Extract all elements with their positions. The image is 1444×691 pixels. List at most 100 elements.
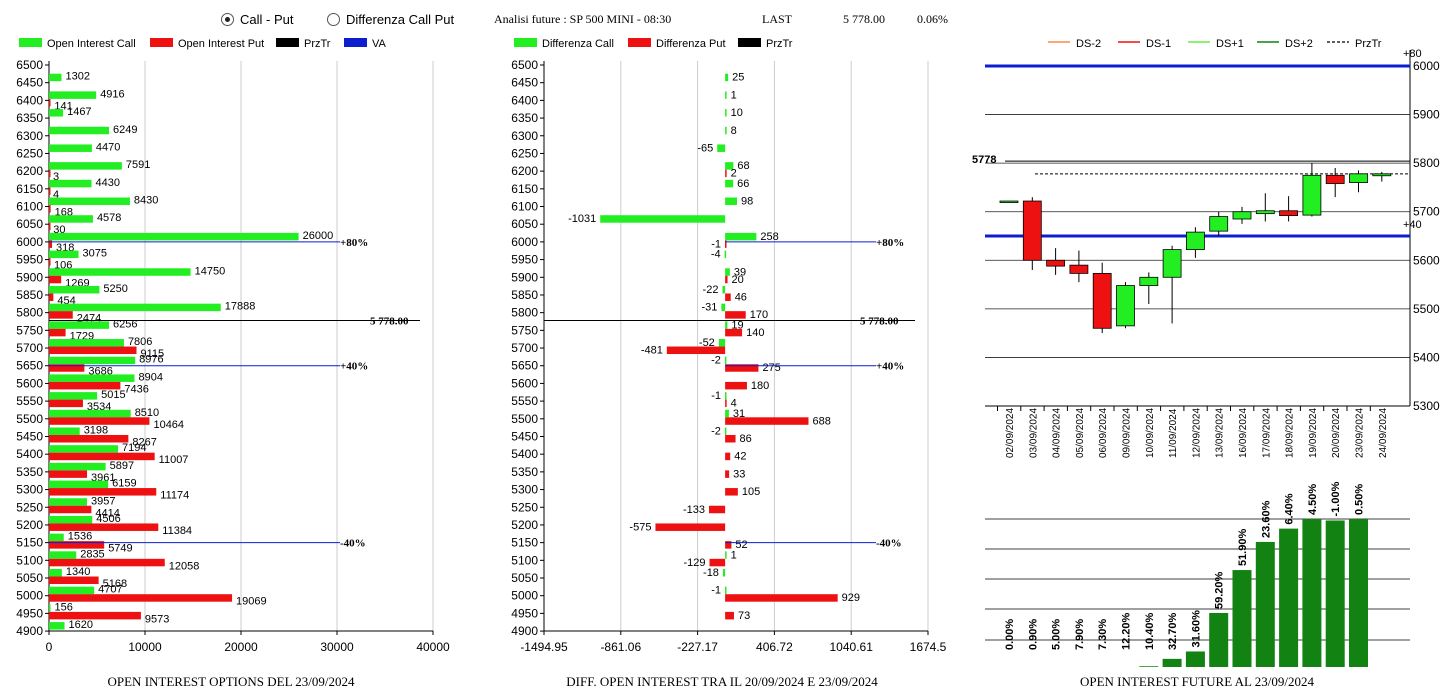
future-bar-label: 0.50% — [1354, 484, 1366, 515]
diff-put-bar — [725, 417, 809, 425]
oi-ytick-label: 5300 — [16, 483, 43, 497]
candle-body — [1186, 231, 1205, 251]
oi-call-bar — [49, 622, 65, 630]
future-bar — [1325, 520, 1345, 667]
oi-call-bar — [49, 268, 191, 276]
oi-put-bar — [49, 240, 53, 248]
diff-put-bar — [725, 541, 732, 549]
diff-put-value: 275 — [762, 362, 780, 374]
diff-call-value: -1031 — [568, 213, 596, 225]
oi-ytick-label: 6400 — [16, 93, 43, 107]
diff-put-value: 73 — [738, 610, 750, 622]
diff-call-value: -1 — [711, 390, 721, 402]
oi-call-bar — [49, 91, 97, 99]
diff-xtick-label: -227.17 — [677, 640, 718, 654]
diff-put-value: 688 — [812, 415, 830, 427]
oi-ytick-label: 6500 — [16, 58, 43, 72]
diff-put-bar — [725, 240, 727, 248]
diff-call-value: 25 — [732, 72, 744, 84]
oi-ytick-label: 5200 — [16, 518, 43, 532]
oi-call-bar — [49, 427, 80, 435]
oi-call-value: 3198 — [84, 424, 108, 436]
oi-ytick-label: 5700 — [16, 341, 43, 355]
diff-legend-item-swatch — [628, 38, 651, 47]
diff-ytick-label: 5450 — [511, 429, 538, 443]
future-bar-label: 51.90% — [1237, 529, 1249, 567]
oi-put-value: 5168 — [103, 578, 127, 590]
oi-call-value: 8510 — [135, 407, 159, 419]
diff-ytick-label: 5850 — [511, 288, 538, 302]
diff-call-value: 258 — [760, 231, 778, 243]
oi-reference-label: +40% — [340, 361, 368, 373]
future-bar-label: 7.30% — [1097, 619, 1109, 650]
oi-put-bar — [49, 311, 73, 319]
oi-call-value: 1340 — [66, 566, 90, 578]
candle-legend-item: DS+1 — [1216, 38, 1244, 50]
diff-call-value: -65 — [697, 142, 713, 154]
candle-date-label: 20/09/2024 — [1331, 408, 1342, 458]
diff-put-bar — [725, 611, 734, 620]
diff-legend-item-swatch — [738, 38, 761, 47]
oi-reference-label: +80% — [340, 237, 368, 249]
future-bar-label: 5.00% — [1051, 619, 1063, 650]
diff-legend-item: Differenza Call — [542, 38, 614, 50]
oi-call-value: 7806 — [128, 336, 152, 348]
diff-call-value: -1 — [711, 585, 721, 597]
diff-ytick-label: 6250 — [511, 146, 538, 160]
oi-put-value: 4 — [53, 189, 59, 201]
candle-body — [1092, 272, 1112, 329]
candle-legend-item: PrzTr — [1355, 38, 1382, 50]
oi-call-value: 6256 — [113, 318, 137, 330]
radio-diff[interactable]: Differenza Call Put — [327, 12, 454, 27]
candle-body — [1232, 211, 1252, 220]
oi-call-value: 3075 — [83, 248, 107, 260]
candle-body — [1069, 264, 1089, 274]
last-label: LAST — [762, 12, 792, 26]
diff-chart: -1494.95 -861.06 -227.17 406.72 1040.61 1674.… — [511, 58, 946, 689]
oi-xtick-label: 10000 — [128, 640, 162, 654]
diff-call-value: -52 — [699, 337, 715, 349]
oi-call-bar — [49, 144, 92, 152]
last-value: 5 778.00 — [843, 12, 885, 26]
diff-call-bar — [722, 569, 726, 577]
oi-ytick-label: 4950 — [16, 606, 43, 620]
diff-ytick-label: 5200 — [511, 518, 538, 532]
diff-put-bar — [725, 364, 759, 372]
diff-legend-item-swatch — [514, 38, 537, 47]
oi-call-value: 6159 — [112, 478, 136, 490]
diff-call-bar — [724, 250, 727, 259]
candle-chart: 6000 5900 5800 5700 5600 5500 5400 5300 +80 +40 57… — [972, 48, 1440, 458]
radio-call-put[interactable]: Call - Put — [221, 12, 293, 27]
oi-put-bar — [49, 346, 137, 355]
diff-put-value: 2 — [731, 168, 737, 180]
oi-put-bar — [49, 275, 62, 284]
candle-ytick-label: 6000 — [1413, 59, 1440, 73]
oi-legend-item-swatch — [19, 38, 42, 47]
candle-date-label: 11/09/2024 — [1168, 408, 1179, 458]
oi-call-value: 4506 — [96, 513, 120, 525]
future-bar-label: 0.00% — [1004, 619, 1016, 650]
oi-call-value: 8430 — [134, 195, 158, 207]
diff-call-value: -4 — [711, 249, 721, 261]
candle-body — [1046, 259, 1065, 267]
diff-call-bar — [725, 586, 727, 595]
oi-ytick-label: 5150 — [16, 536, 43, 550]
diff-call-bar — [600, 215, 726, 223]
diff-ytick-label: 6100 — [511, 200, 538, 214]
candle-legend-item: DS-1 — [1146, 38, 1171, 50]
diff-call-value: -2 — [711, 425, 721, 437]
future-bar — [1232, 570, 1252, 667]
oi-call-value: 4430 — [96, 177, 120, 189]
oi-ytick-label: 5100 — [16, 553, 43, 567]
diff-call-bar — [725, 321, 728, 329]
diff-ytick-label: 5800 — [511, 306, 538, 320]
oi-call-value: 14750 — [195, 265, 226, 277]
diff-put-bar — [655, 523, 726, 531]
diff-xtick-label: 1674.5 — [910, 640, 947, 654]
diff-call-bar — [725, 232, 757, 241]
oi-ytick-label: 5600 — [16, 376, 43, 390]
candle-date-label: 17/09/2024 — [1261, 408, 1272, 458]
oi-put-bar — [49, 258, 51, 266]
oi-put-value: 9115 — [141, 348, 165, 360]
diff-ytick-label: 6400 — [511, 93, 538, 107]
